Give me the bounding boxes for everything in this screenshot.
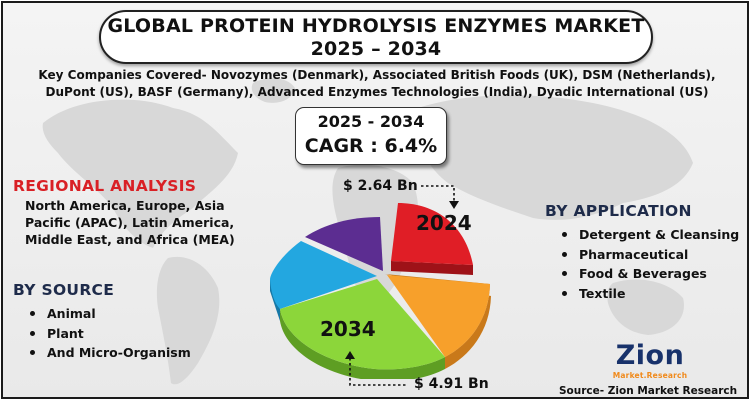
title-box: GLOBAL PROTEIN HYDROLYSIS ENZYMES MARKET…: [99, 10, 653, 64]
bullet-icon: [30, 350, 35, 355]
logo-tagline: Market.Research: [612, 371, 688, 380]
pie-slice-orange-side: [385, 274, 491, 369]
year-label-2024: 2024: [416, 211, 472, 235]
zion-logo: Zion Market.Research: [609, 340, 691, 384]
list-item: Food & Beverages: [559, 264, 739, 284]
list-item: And Micro-Organism: [27, 343, 191, 363]
logo-name: Zion: [615, 340, 685, 371]
bullet-icon: [30, 330, 35, 336]
pie-slice-red-side: [391, 261, 473, 275]
list-item-label: Plant: [47, 325, 84, 341]
list-item-label: Detergent & Cleansing: [579, 227, 740, 242]
page-subtitle-years: 2025 – 2034: [310, 38, 442, 60]
list-item: Animal: [27, 304, 191, 324]
regional-analysis-heading: REGIONAL ANALYSIS: [13, 177, 197, 195]
list-item-label: Food & Beverages: [579, 266, 707, 281]
page-title: GLOBAL PROTEIN HYDROLYSIS ENZYMES MARKET: [107, 15, 645, 37]
pie-slice-orange: [387, 275, 490, 357]
pie-slice-blue: [270, 241, 377, 309]
bullet-icon: [562, 290, 567, 296]
by-source-list: Animal Plant And Micro-Organism: [27, 304, 191, 363]
market-value-2034: $ 4.91 Bn: [414, 376, 489, 392]
cagr-box: 2025 - 2034 CAGR : 6.4%: [295, 107, 447, 165]
list-item: Plant: [27, 324, 191, 344]
bullet-icon: [562, 232, 567, 237]
by-application-heading: BY APPLICATION: [545, 202, 692, 220]
cagr-years: 2025 - 2034: [317, 112, 425, 131]
by-application-list: Detergent & Cleansing Pharmaceutical Foo…: [559, 225, 739, 303]
list-item-label: Pharmaceutical: [579, 246, 689, 262]
source-credit: Source- Zion Market Research: [559, 385, 738, 397]
market-value-2024: $ 2.64 Bn: [343, 178, 418, 194]
list-item: Textile: [559, 284, 739, 304]
bullet-icon: [30, 311, 35, 316]
by-source-heading: BY SOURCE: [13, 281, 115, 299]
list-item-label: And Micro-Organism: [47, 345, 191, 360]
pie-slice-green-side: [280, 309, 445, 379]
year-label-2034: 2034: [320, 317, 376, 341]
cagr-value: CAGR : 6.4%: [304, 135, 438, 157]
pie-slice-green: [280, 279, 445, 370]
list-item-label: Textile: [579, 285, 626, 301]
list-item: Pharmaceutical: [559, 245, 739, 265]
bullet-icon: [562, 251, 567, 257]
list-item-label: Animal: [47, 306, 96, 321]
market-pie-graphic: [270, 203, 491, 379]
pie-slice-red: [391, 203, 473, 265]
bullet-icon: [562, 271, 567, 276]
regional-analysis-text: North America, Europe, Asia Pacific (APA…: [25, 198, 235, 247]
list-item: Detergent & Cleansing: [559, 225, 739, 245]
pie-slice-purple: [305, 217, 383, 271]
key-companies-text: Key Companies Covered- Novozymes (Denmar…: [38, 68, 716, 99]
